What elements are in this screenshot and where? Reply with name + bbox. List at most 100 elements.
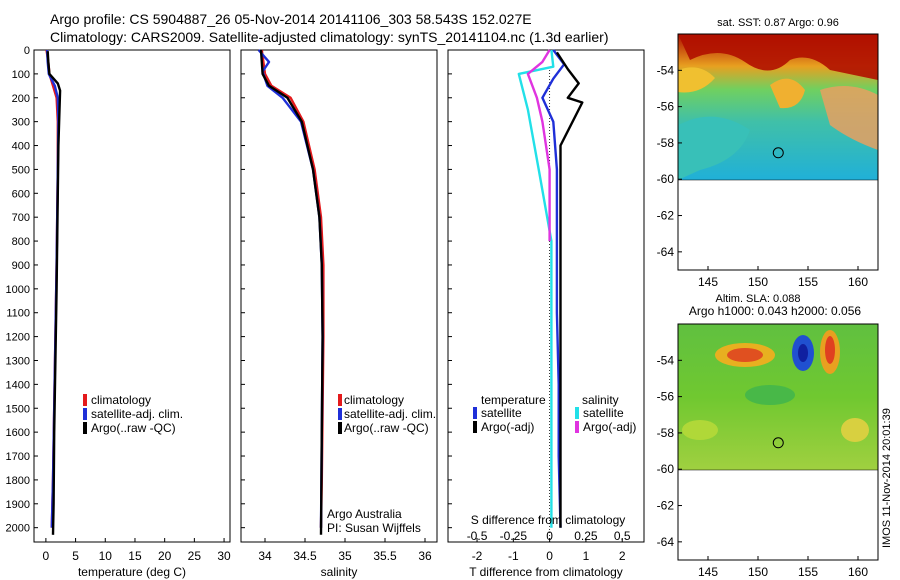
argo-float-marker <box>772 437 784 449</box>
figure-title-line2: Climatology: CARS2009. Satellite-adjuste… <box>50 29 608 45</box>
sla-high-west-core <box>727 348 763 362</box>
sla-map-ticks: 145 150 155 160 -54 -56 -58 -60 -62 -64 <box>657 353 869 579</box>
sla-map-frame <box>677 323 879 561</box>
depth-tick-label: 1800 <box>6 475 30 487</box>
depth-tick-label: 0 <box>24 45 30 57</box>
legend-swatch-s-argo <box>575 421 579 433</box>
map-y-tick-label: -60 <box>657 462 675 476</box>
sst-map-frame <box>677 33 879 271</box>
map-x-tick-label: 160 <box>848 275 868 289</box>
map-y-tick-label: -54 <box>657 63 675 77</box>
legend-title-temperature: temperature <box>481 393 546 407</box>
temperature-panel-frame <box>33 49 231 543</box>
series-line-satellite-adj-clim- <box>257 49 324 528</box>
x-tick-label: 36 <box>418 549 432 563</box>
sst-front-center <box>770 78 805 109</box>
x-tick-label: 30 <box>217 549 231 563</box>
series-line-satellite <box>541 49 566 528</box>
sst-warm-water <box>678 34 878 80</box>
sst-front-east <box>820 86 878 150</box>
sla-patch-center <box>745 385 795 405</box>
depth-tick-label: 100 <box>12 69 30 81</box>
x-tick-label: -1 <box>508 549 519 563</box>
legend-climatology: climatology <box>344 393 404 407</box>
x-tick-label: 10 <box>99 549 113 563</box>
legend-swatch-s-satellite <box>575 407 579 419</box>
s-tick-label: -0.25 <box>500 529 528 543</box>
legend-title-salinity: salinity <box>582 393 619 407</box>
x-tick-label: 5 <box>72 549 79 563</box>
depth-tick-label: 300 <box>12 117 30 129</box>
legend-satellite-adj: satellite-adj. clim. <box>91 407 183 421</box>
x-tick-label: 0 <box>546 549 553 563</box>
sst-front-west <box>678 67 715 93</box>
axis-ticks: 0100200300400500600700800900100011001200… <box>6 45 631 563</box>
sst-cold-water <box>678 116 750 180</box>
depth-tick-label: 1200 <box>6 332 30 344</box>
pi-note: PI: Susan Wijffels <box>327 521 421 535</box>
map-y-tick-label: -64 <box>657 535 675 549</box>
sst-map <box>677 33 879 271</box>
temperature-legend: climatology satellite-adj. clim. Argo(..… <box>83 393 183 435</box>
salinity-legend: climatology satellite-adj. clim. Argo(..… <box>338 393 436 435</box>
legend-swatch-t-argo <box>473 421 477 433</box>
map-x-tick-label: 160 <box>848 565 868 579</box>
depth-tick-label: 200 <box>12 93 30 105</box>
x-tick-label: 0 <box>43 549 50 563</box>
x-tick-label: 35 <box>338 549 352 563</box>
x-tick-label: 35.5 <box>373 549 397 563</box>
depth-tick-label: 1300 <box>6 355 30 367</box>
argo-australia-note: Argo Australia <box>327 507 402 521</box>
map-x-tick-label: 150 <box>748 275 768 289</box>
series-line-satellite <box>517 49 555 528</box>
legend-swatch-satellite <box>338 408 342 420</box>
sla-high-east-core <box>825 336 835 364</box>
sla-map-title: Altim. SLA: 0.088 <box>716 293 801 305</box>
map-y-tick-label: -56 <box>657 100 675 114</box>
s-tick-label: 0.25 <box>574 529 598 543</box>
depth-tick-label: 1000 <box>6 284 30 296</box>
x-tick-label: 34 <box>258 549 272 563</box>
sst-map-title: sat. SST: 0.87 Argo: 0.96 <box>717 17 839 29</box>
depth-tick-label: 2000 <box>6 523 30 535</box>
x-tick-label: 34.5 <box>293 549 317 563</box>
sla-patch-se <box>841 418 869 442</box>
legend-swatch-argo <box>338 422 342 434</box>
map-y-tick-label: -54 <box>657 353 675 367</box>
x-tick-label: -2 <box>472 549 483 563</box>
depth-tick-label: 900 <box>12 260 30 272</box>
depth-tick-label: 1700 <box>6 451 30 463</box>
s-tick-label: -0.5 <box>467 529 488 543</box>
salinity-panel-frame <box>240 49 438 543</box>
series-line-argo-adj- <box>526 49 551 242</box>
legend-swatch-argo <box>83 422 87 434</box>
map-y-tick-label: -64 <box>657 245 675 259</box>
depth-tick-label: 1600 <box>6 427 30 439</box>
legend-s-argo: Argo(-adj) <box>583 420 636 434</box>
legend-satellite-adj: satellite-adj. clim. <box>344 407 436 421</box>
x-tick-label: 25 <box>188 549 202 563</box>
map-y-tick-label: -58 <box>657 136 675 150</box>
depth-tick-label: 400 <box>12 141 30 153</box>
x-tick-label: 15 <box>128 549 142 563</box>
legend-swatch-t-satellite <box>473 407 477 419</box>
salinity-xlabel: salinity <box>321 565 358 579</box>
map-y-tick-label: -56 <box>657 390 675 404</box>
depth-tick-label: 1100 <box>6 308 30 320</box>
depth-tick-label: 500 <box>12 164 30 176</box>
map-x-tick-label: 145 <box>698 275 718 289</box>
s-tick-label: 0.5 <box>614 529 631 543</box>
x-tick-label: 1 <box>583 549 590 563</box>
legend-t-argo: Argo(-adj) <box>481 420 534 434</box>
figure-title-line1: Argo profile: CS 5904887_26 05-Nov-2014 … <box>50 11 532 27</box>
sla-low-core <box>798 344 808 362</box>
map-x-tick-label: 155 <box>798 565 818 579</box>
map-y-tick-label: -60 <box>657 172 675 186</box>
legend-argo: Argo(..raw -QC) <box>344 421 429 435</box>
map-y-tick-label: -62 <box>657 499 675 513</box>
x-tick-label: 20 <box>158 549 172 563</box>
map-x-tick-label: 145 <box>698 565 718 579</box>
sla-map <box>677 323 879 561</box>
legend-t-satellite: satellite <box>481 406 522 420</box>
